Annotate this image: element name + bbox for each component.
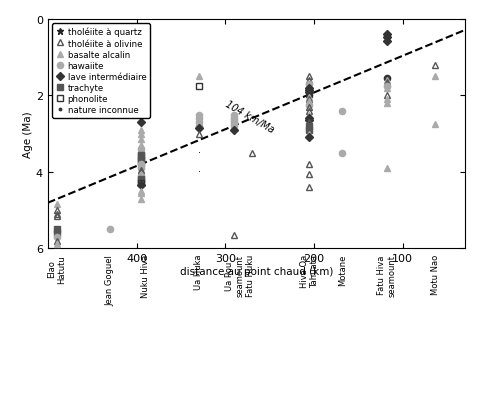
Y-axis label: Age (Ma): Age (Ma) (23, 111, 33, 158)
Text: Jean Goguel: Jean Goguel (105, 254, 114, 305)
Text: Hiva Oa
Tahuata: Hiva Oa Tahuata (300, 254, 319, 288)
Text: 104 km/Ma: 104 km/Ma (224, 99, 276, 135)
Text: Motane: Motane (338, 254, 347, 286)
Legend: tholéiite à quartz, tholéiite à olivine, basalte alcalin, hawaiite, lave intermé: tholéiite à quartz, tholéiite à olivine,… (52, 24, 150, 119)
X-axis label: distance au point chaud (km): distance au point chaud (km) (180, 266, 333, 276)
Text: Fatu Hiva
seamount: Fatu Hiva seamount (377, 254, 396, 296)
Text: Ua Pou
seamount
Fatu Huku: Ua Pou seamount Fatu Huku (226, 254, 255, 296)
Text: Elao
Hatutu: Elao Hatutu (47, 254, 67, 283)
Text: Nuku Hiva: Nuku Hiva (141, 254, 150, 297)
Text: Ua Huka: Ua Huka (194, 254, 203, 290)
Text: Motu Nao: Motu Nao (431, 254, 440, 294)
